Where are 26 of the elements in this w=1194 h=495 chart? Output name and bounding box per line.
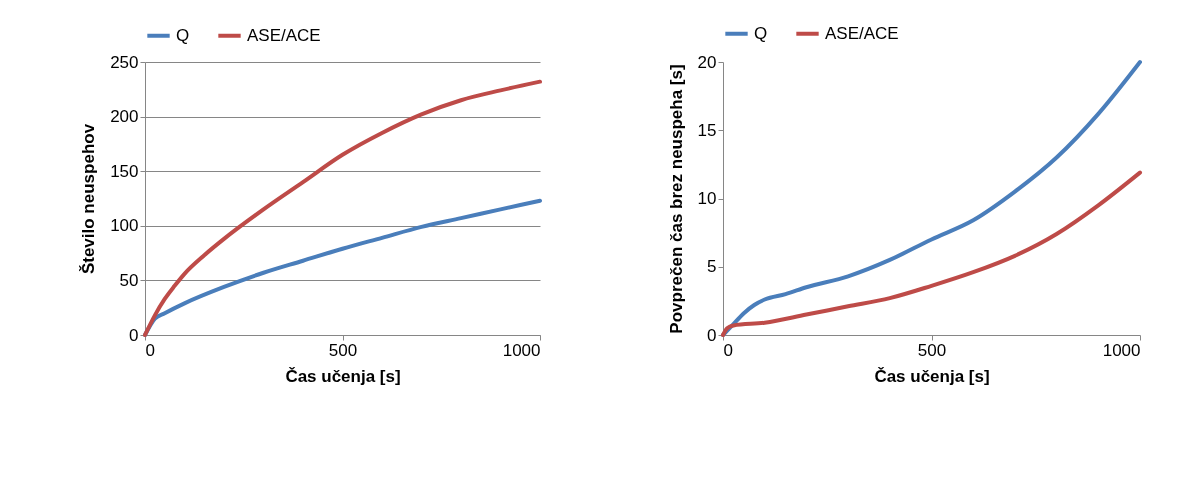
- y-tick-label: 250: [110, 52, 139, 72]
- line-series: [143, 79, 542, 337]
- y-tick-label: 5: [707, 257, 717, 277]
- x-tick-label: 1000: [1102, 340, 1141, 360]
- y-tick-label: 200: [110, 107, 139, 127]
- legend-label: Q: [176, 25, 190, 45]
- legend-label: ASE/ACE: [825, 23, 899, 43]
- y-tick-label: 15: [697, 120, 717, 140]
- y-tick-label: 100: [110, 216, 139, 236]
- legend-label: ASE/ACE: [247, 25, 321, 45]
- y-tick-label: 10: [697, 189, 717, 208]
- y-tick-label: 0: [707, 325, 717, 345]
- x-tick-label: 500: [917, 340, 947, 360]
- y-axis-title: Povprečen čas brez neuspeha [s]: [666, 64, 686, 334]
- x-tick-label: 1000: [502, 340, 541, 360]
- x-tick-label: 500: [328, 340, 358, 360]
- x-tick-label: 0: [145, 340, 155, 360]
- y-tick-label: 50: [119, 270, 139, 290]
- x-axis-title: Čas učenja [s]: [874, 366, 990, 386]
- legend-label: Q: [754, 23, 768, 43]
- y-axis-title: Število neuspehov: [79, 123, 99, 275]
- y-tick-label: 0: [129, 325, 139, 345]
- x-axis-title: Čas učenja [s]: [285, 366, 401, 386]
- x-tick-label: 0: [723, 340, 733, 360]
- y-tick-label: 150: [110, 161, 139, 181]
- y-tick-label: 20: [697, 52, 717, 72]
